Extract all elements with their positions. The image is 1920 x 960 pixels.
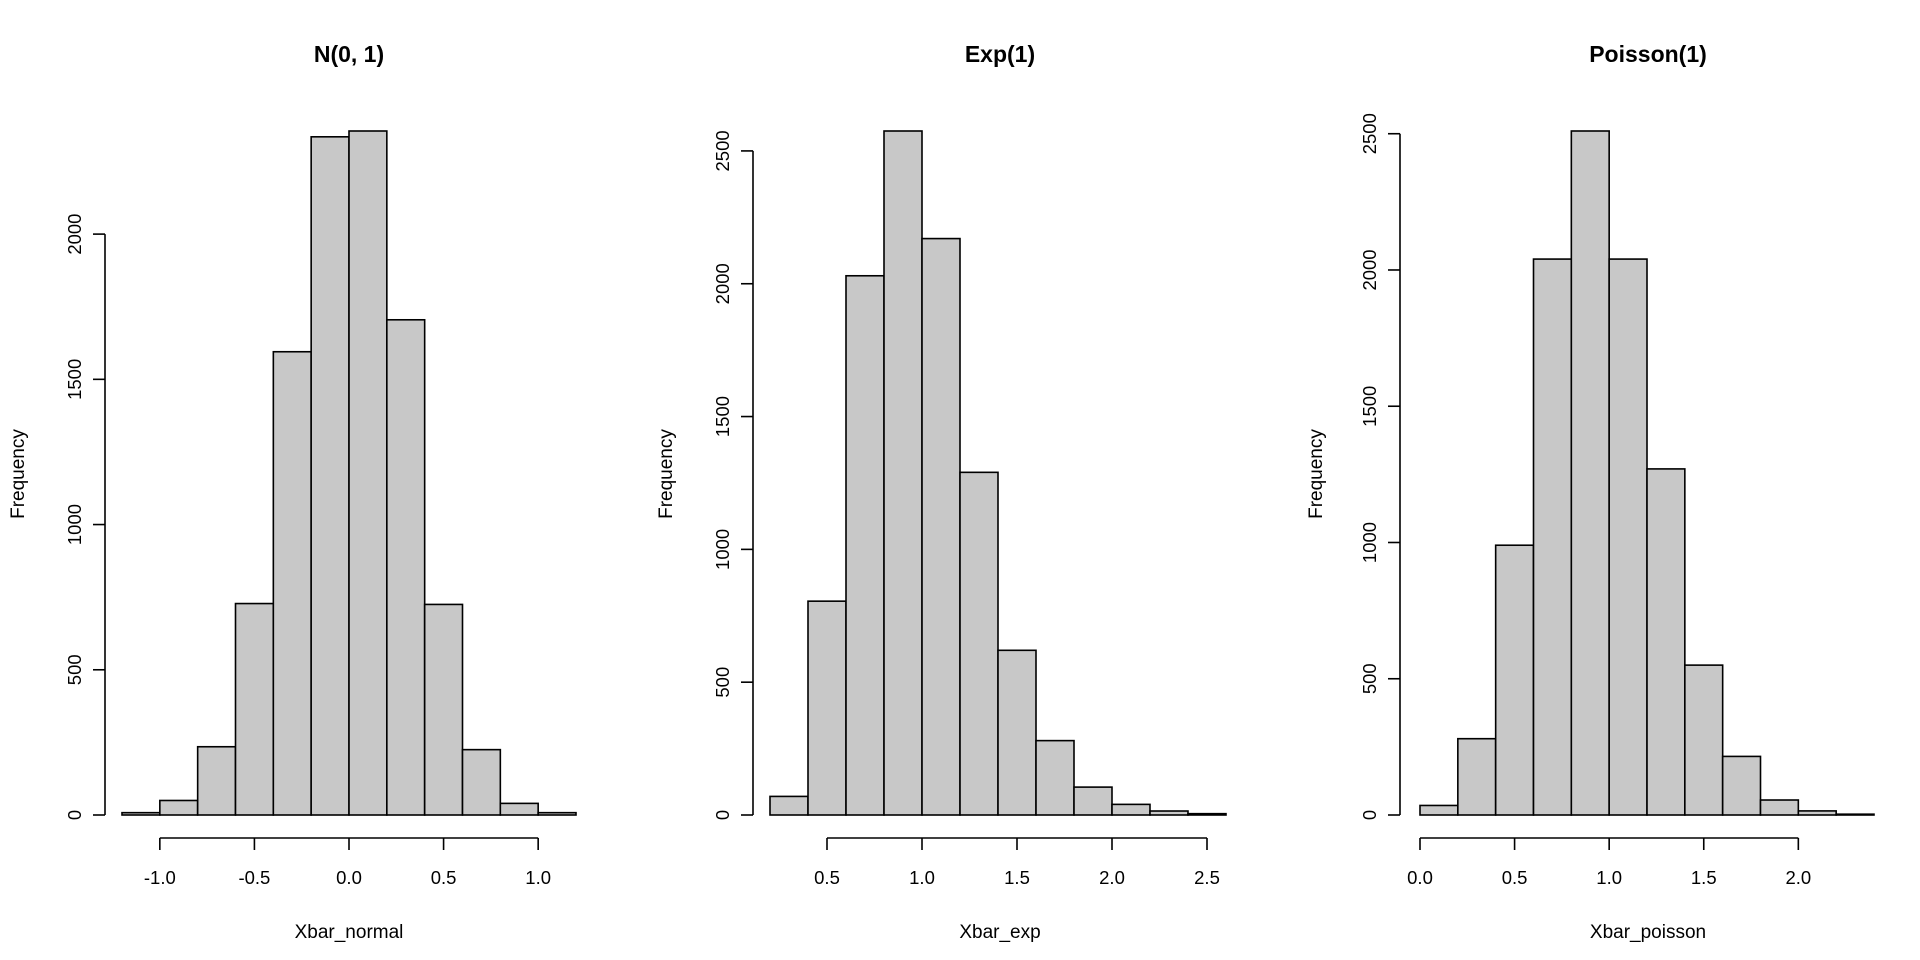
y-tick-label: 1500: [1359, 386, 1380, 427]
histogram-panel-normal: N(0, 1) Xbar_normal Frequency -1.0 -0.5 0.…: [8, 41, 577, 943]
histogram-bar: [310, 136, 350, 816]
y-axis-label: Frequency: [656, 429, 677, 519]
x-tick-label: 1.0: [1596, 867, 1622, 888]
bars-group: [769, 130, 1227, 816]
histogram-bar: [272, 350, 312, 816]
histogram-bar: [1608, 258, 1648, 816]
x-tick-label: 0.0: [1407, 867, 1433, 888]
y-tick-label: 1500: [712, 396, 733, 437]
y-axis-label: Frequency: [1306, 429, 1327, 519]
histogram-bar: [1721, 755, 1762, 816]
histogram-bar: [386, 318, 426, 816]
histogram-bar: [461, 748, 502, 816]
x-tick-label: 1.0: [525, 867, 551, 888]
x-tick-label: 2.0: [1785, 867, 1811, 888]
histogram-bar: [769, 795, 809, 816]
histogram-bar: [1419, 804, 1459, 816]
y-axis-label: Frequency: [8, 429, 29, 519]
y-tick-label: 2000: [64, 214, 85, 255]
y-tick-label: 0: [712, 810, 733, 820]
y-tick-label: 2500: [712, 130, 733, 171]
x-tick-label: 0.0: [336, 867, 362, 888]
chart-title: Poisson(1): [1589, 41, 1707, 67]
y-axis: 0 500 1000 1500 2000: [64, 214, 106, 820]
histogram-bar: [1149, 810, 1189, 816]
histogram-bar: [1684, 664, 1724, 816]
bars-group: [121, 130, 577, 816]
histogram-bar: [959, 471, 999, 816]
histogram-bar: [845, 274, 885, 816]
histogram-panel-poisson: Poisson(1) Xbar_poisson Frequency 0.0 0.5…: [1306, 41, 1875, 943]
x-tick-label: 1.5: [1004, 867, 1030, 888]
y-axis: 0 500 1000 1500 2000 2500: [712, 130, 754, 820]
y-tick-label: 500: [1359, 663, 1380, 694]
histogram-bar: [1759, 799, 1800, 816]
x-tick-label: -1.0: [144, 867, 176, 888]
y-tick-label: 2000: [712, 263, 733, 304]
y-tick-label: 1000: [1359, 522, 1380, 563]
x-axis: -1.0 -0.5 0.0 0.5 1.0: [144, 837, 551, 888]
histogram-bar: [997, 649, 1037, 816]
y-tick-label: 1500: [64, 359, 85, 400]
histogram-bar: [1073, 786, 1113, 816]
y-tick-label: 500: [712, 667, 733, 698]
histogram-bar: [499, 802, 539, 816]
histogram-bar: [1457, 737, 1497, 816]
x-tick-label: 1.5: [1691, 867, 1717, 888]
y-tick-label: 1000: [712, 529, 733, 570]
histogram-bar: [1035, 739, 1075, 816]
histogram-bar: [348, 130, 388, 816]
x-axis: 0.0 0.5 1.0 1.5 2.0: [1407, 837, 1811, 888]
chart-title: N(0, 1): [314, 41, 384, 67]
histogram-panel-exp: Exp(1) Xbar_exp Frequency 0.5 1.0 1.5 2.0 2.…: [656, 41, 1227, 943]
x-tick-label: -0.5: [238, 867, 270, 888]
histogram-bar: [1532, 258, 1573, 816]
y-tick-label: 1000: [64, 504, 85, 545]
y-tick-label: 0: [1359, 810, 1380, 820]
y-tick-label: 2500: [1359, 113, 1380, 154]
histogram-bar: [121, 811, 161, 816]
histogram-bar: [1494, 544, 1535, 816]
histogram-bar: [196, 745, 237, 816]
histogram-bar: [807, 600, 847, 816]
x-tick-label: 0.5: [814, 867, 840, 888]
histogram-bar: [921, 237, 961, 816]
y-tick-label: 2000: [1359, 249, 1380, 290]
y-axis: 0 500 1000 1500 2000 2500: [1359, 113, 1401, 820]
histogram-bar: [234, 602, 275, 816]
histogram-bar: [1570, 130, 1610, 816]
x-axis-label: Xbar_poisson: [1590, 922, 1706, 943]
x-tick-label: 0.5: [1502, 867, 1528, 888]
histogram-bar: [537, 811, 577, 816]
histogram-bar: [423, 603, 464, 816]
histogram-bar: [1111, 803, 1151, 816]
x-tick-label: 1.0: [909, 867, 935, 888]
x-axis-label: Xbar_exp: [959, 922, 1040, 943]
y-tick-label: 0: [64, 810, 85, 820]
y-tick-label: 500: [64, 654, 85, 685]
histogram-bar: [159, 799, 199, 816]
x-axis-label: Xbar_normal: [295, 922, 404, 943]
bars-group: [1419, 130, 1875, 816]
x-tick-label: 0.5: [431, 867, 457, 888]
x-tick-label: 2.0: [1099, 867, 1125, 888]
histogram-bar: [1797, 810, 1837, 816]
histogram-bar: [1187, 812, 1227, 816]
histogram-bar: [883, 130, 923, 816]
chart-title: Exp(1): [965, 41, 1035, 67]
x-tick-label: 2.5: [1194, 867, 1220, 888]
x-axis: 0.5 1.0 1.5 2.0 2.5: [814, 837, 1220, 888]
histogram-bar: [1646, 468, 1686, 816]
histogram-bar: [1835, 813, 1875, 816]
